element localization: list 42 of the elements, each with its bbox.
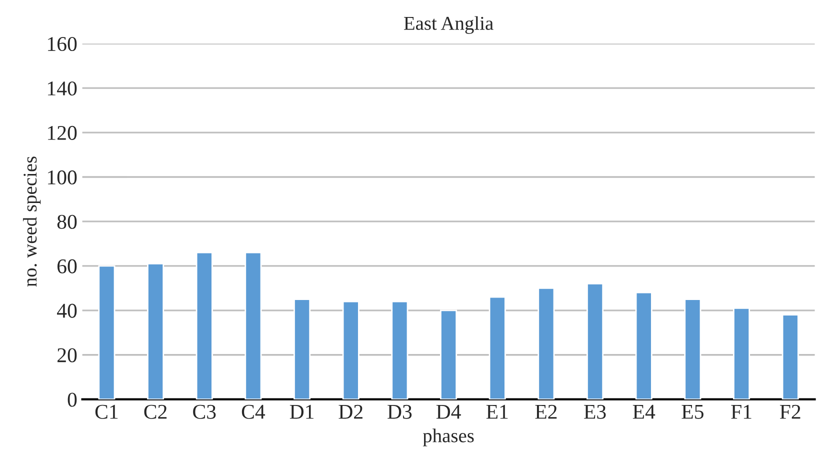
x-tick-label: D3 <box>388 404 412 419</box>
y-tick-label: 120 <box>48 126 77 140</box>
x-tick-label: C2 <box>144 404 167 419</box>
x-tick-label: F2 <box>780 404 800 419</box>
y-tick-label: 60 <box>58 259 77 274</box>
x-tick-label: C4 <box>242 404 266 419</box>
x-tick-label: E3 <box>584 404 606 419</box>
x-tick-label: E2 <box>535 404 557 419</box>
y-tick-label: 100 <box>48 170 77 184</box>
bar <box>440 310 458 400</box>
x-tick-label: D2 <box>338 404 362 419</box>
bar <box>635 292 652 400</box>
bar <box>294 298 311 400</box>
y-tick-label: 140 <box>48 81 77 96</box>
bar <box>538 287 555 400</box>
bar <box>488 296 506 400</box>
x-tick-label: D1 <box>290 404 314 419</box>
x-tick-label: E4 <box>632 404 656 419</box>
bar <box>342 300 360 400</box>
bar <box>586 283 604 400</box>
bar <box>733 307 750 400</box>
bar <box>391 300 408 400</box>
bar <box>244 252 262 400</box>
y-tick-label: 20 <box>58 348 77 362</box>
y-tick-label: 0 <box>68 392 77 407</box>
x-axis-title: phases <box>422 428 474 446</box>
x-tick-label: C3 <box>193 404 216 419</box>
y-tick-label: 160 <box>48 36 77 52</box>
bar <box>684 298 702 400</box>
y-tick-label: 80 <box>57 214 77 229</box>
y-tick-label: 40 <box>57 304 77 318</box>
bar <box>147 263 164 400</box>
x-tick-label: C1 <box>95 404 118 419</box>
bar <box>782 314 799 400</box>
chart-title: East Anglia <box>404 16 494 34</box>
y-axis-title: no. weed species <box>23 156 41 287</box>
x-tick-label: E5 <box>682 405 704 419</box>
bar <box>98 265 116 400</box>
x-tick-label: E1 <box>486 404 508 419</box>
x-tick-label: F1 <box>731 404 752 419</box>
x-tick-label: D4 <box>436 404 461 419</box>
bar <box>196 252 213 400</box>
